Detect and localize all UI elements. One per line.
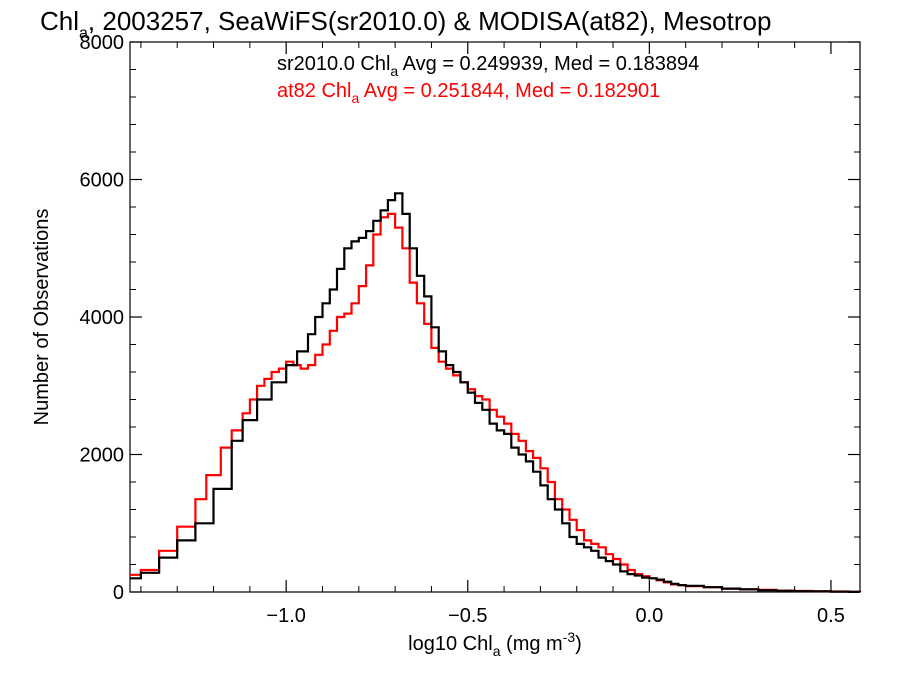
chart-title: Chla, 2003257, SeaWiFS(sr2010.0) & MODIS… [40,6,771,42]
legend-entry-at82: at82 Chla Avg = 0.251844, Med = 0.182901 [277,80,660,106]
axis-ticks [130,41,860,593]
chart-title-main: Chl [40,6,79,36]
series-lines [130,192,862,593]
x-axis-label-pre: log10 Chl [408,633,493,655]
x-axis-label-subscript: a [493,643,501,659]
x-axis-label-mid: (mg m [500,633,562,655]
y-tick-label: 8000 [80,32,125,54]
legend-sr2010-pre: sr2010.0 Chl [277,53,390,75]
y-tick-label: 0 [113,582,124,604]
x-tick-label: 0.0 [635,605,663,627]
x-tick-label: −0.5 [448,605,487,627]
legend-at82-post: Avg = 0.251844, Med = 0.182901 [359,80,660,102]
legend-at82-subscript: a [352,90,360,106]
x-tick-label: −1.0 [266,605,305,627]
y-axis-label: Number of Observations [31,209,53,426]
y-tick-label: 4000 [80,307,125,329]
chart-title-subscript: a [79,25,88,42]
x-axis-label-post: ) [575,633,582,655]
chart-title-rest: , 2003257, SeaWiFS(sr2010.0) & MODISA(at… [88,6,772,36]
legend-sr2010-post: Avg = 0.249939, Med = 0.183894 [398,53,699,75]
plot-frame [129,41,861,593]
series-line-at82 [130,212,862,593]
legend: sr2010.0 Chla Avg = 0.249939, Med = 0.18… [277,53,699,106]
legend-sr2010-subscript: a [390,63,398,79]
x-tick-label: 0.5 [817,605,845,627]
legend-entry-sr2010: sr2010.0 Chla Avg = 0.249939, Med = 0.18… [277,53,699,79]
axis-tick-labels: −1.0 −0.5 0.0 0.5 0 2000 4000 6000 8000 [80,32,845,627]
legend-at82-pre: at82 Chl [277,80,352,102]
x-axis-label-superscript: -3 [563,629,576,645]
y-tick-label: 6000 [80,170,125,192]
y-tick-label: 2000 [80,445,125,467]
x-axis-label: log10 Chla (mg m-3) [408,629,582,659]
series-line-sr20100 [130,192,862,593]
